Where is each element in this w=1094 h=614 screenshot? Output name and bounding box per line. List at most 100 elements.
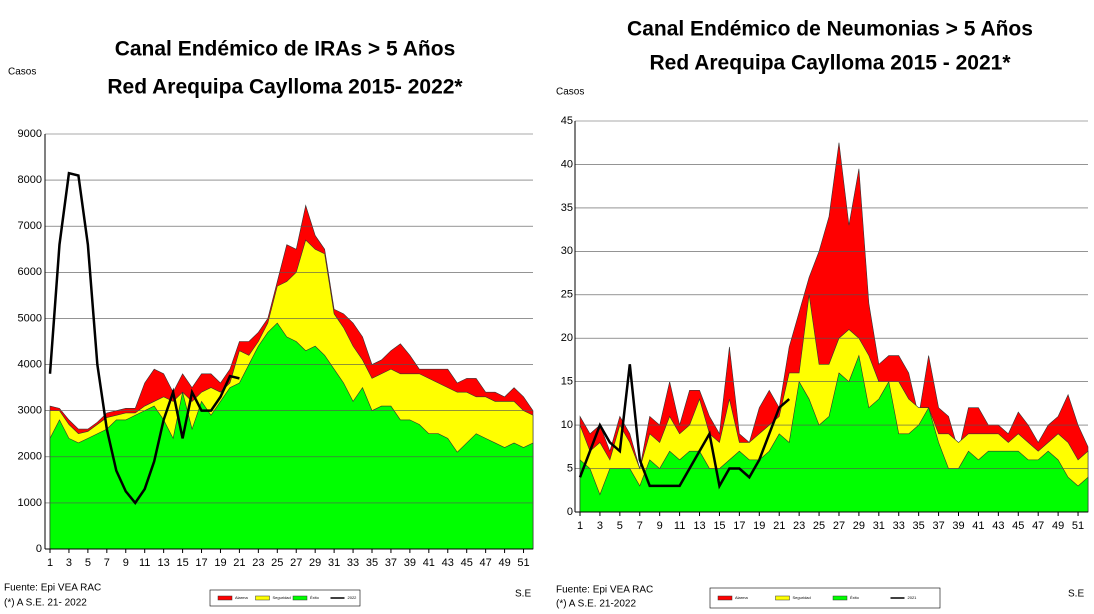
- legend-swatch: [292, 595, 308, 601]
- x-tick-label: 51: [1072, 520, 1084, 532]
- x-tick-label: 11: [674, 520, 685, 532]
- x-tick-label: 43: [442, 557, 454, 569]
- chart-title: Canal Endémico de IRAs > 5 Años: [115, 38, 456, 61]
- x-tick-label: 9: [657, 520, 663, 532]
- y-tick-label: 0: [36, 543, 42, 555]
- x-tick-label: 45: [1012, 520, 1024, 532]
- x-tick-label: 33: [347, 557, 359, 569]
- legend-label: Seguridad: [273, 595, 291, 600]
- x-tick-label: 15: [176, 557, 188, 569]
- chart-subtitle: Red Arequipa Caylloma 2015- 2022*: [107, 76, 463, 99]
- x-tick-label: 29: [309, 557, 321, 569]
- y-tick-label: 7000: [18, 220, 42, 232]
- x-tick-label: 23: [252, 557, 264, 569]
- x-axis-label: S.E: [515, 589, 531, 600]
- x-tick-label: 9: [123, 557, 129, 569]
- y-tick-label: 10: [561, 419, 573, 431]
- chart: Canal Endémico de IRAs > 5 Años Red Arequ…: [4, 38, 534, 609]
- x-tick-label: 13: [693, 520, 705, 532]
- legend-box: [209, 589, 361, 607]
- y-axis-label: Casos: [8, 67, 36, 78]
- x-tick-label: 31: [328, 557, 340, 569]
- x-tick-label: 39: [952, 520, 964, 532]
- x-tick-label: 49: [1052, 520, 1064, 532]
- x-tick-label: 31: [873, 520, 885, 532]
- x-tick-label: 27: [290, 557, 302, 569]
- legend-swatch: [717, 595, 733, 601]
- x-tick-label: 39: [404, 557, 416, 569]
- y-tick-label: 5: [567, 462, 573, 474]
- y-tick-label: 45: [561, 115, 573, 127]
- legend-label: Éxito: [310, 595, 320, 600]
- line: [578, 364, 790, 490]
- x-tick-label: 29: [853, 520, 865, 532]
- x-tick-label: 7: [104, 557, 110, 569]
- x-tick-label: 23: [793, 520, 805, 532]
- x-tick-label: 1: [577, 520, 583, 532]
- y-tick-label: 35: [561, 202, 573, 214]
- note: (*) A S.E. 21-2022: [556, 599, 636, 610]
- y-tick-label: 1000: [18, 497, 42, 509]
- x-tick-label: 19: [753, 520, 765, 532]
- y-tick-label: 4000: [18, 358, 42, 370]
- y-tick-label: 40: [561, 158, 573, 170]
- x-tick-label: 1: [47, 557, 53, 569]
- chart-title: Canal Endémico de Neumonias > 5 Años: [627, 18, 1033, 41]
- legend-label: Seguridad: [793, 595, 811, 600]
- y-tick-label: 6000: [18, 266, 42, 278]
- source: Fuente: Epi VEA RAC: [4, 583, 101, 594]
- legend-label: 2021: [908, 595, 918, 600]
- y-tick-label: 3000: [18, 405, 42, 417]
- x-tick-label: 47: [480, 557, 492, 569]
- y-axis-label: Casos: [556, 87, 584, 98]
- x-tick-label: 41: [972, 520, 984, 532]
- x-tick-label: 5: [617, 520, 623, 532]
- x-axis-label: S.E: [1068, 589, 1084, 600]
- y-tick-label: 9000: [18, 128, 42, 140]
- legend-swatch: [217, 595, 233, 601]
- x-tick-label: 13: [158, 557, 170, 569]
- note: (*) A S.E. 21- 2022: [4, 598, 87, 609]
- x-tick-label: 43: [992, 520, 1004, 532]
- x-tick-label: 35: [366, 557, 378, 569]
- legend-swatch: [255, 595, 270, 601]
- y-tick-label: 25: [561, 289, 573, 301]
- source: Fuente: Epi VEA RAC: [556, 585, 653, 596]
- chart-subtitle: Red Arequipa Caylloma 2015 - 2021*: [649, 52, 1011, 75]
- x-tick-label: 47: [1032, 520, 1044, 532]
- x-tick-label: 37: [385, 557, 397, 569]
- y-tick-label: 20: [561, 332, 573, 344]
- x-tick-label: 15: [713, 520, 725, 532]
- x-tick-label: 51: [517, 557, 529, 569]
- x-tick-label: 37: [932, 520, 944, 532]
- x-tick-label: 33: [893, 520, 905, 532]
- y-tick-label: 5000: [18, 312, 42, 324]
- y-tick-label: 0: [567, 506, 573, 518]
- chart: Canal Endémico de Neumonias > 5 Años Red …: [556, 18, 1089, 610]
- y-tick-label: 15: [561, 376, 573, 388]
- x-tick-label: 45: [461, 557, 473, 569]
- x-tick-label: 25: [271, 557, 283, 569]
- x-tick-label: 17: [733, 520, 745, 532]
- x-tick-label: 49: [498, 557, 510, 569]
- y-tick-label: 30: [561, 245, 573, 257]
- x-tick-label: 3: [597, 520, 603, 532]
- legend-label: Alarma: [735, 595, 748, 600]
- legend-swatch: [775, 595, 790, 601]
- y-tick-label: 2000: [18, 451, 42, 463]
- x-tick-label: 11: [139, 557, 150, 569]
- legend-box: [709, 587, 941, 609]
- x-tick-label: 19: [214, 557, 226, 569]
- legend-label: Éxito: [850, 595, 860, 600]
- legend-swatch: [832, 595, 848, 601]
- x-tick-label: 35: [913, 520, 925, 532]
- x-tick-label: 21: [233, 557, 245, 569]
- x-tick-label: 3: [66, 557, 72, 569]
- legend-label: 2022: [348, 595, 358, 600]
- y-tick-label: 8000: [18, 174, 42, 186]
- x-tick-label: 27: [833, 520, 845, 532]
- x-tick-label: 21: [773, 520, 785, 532]
- legend-label: Alarma: [235, 595, 248, 600]
- x-tick-label: 25: [813, 520, 825, 532]
